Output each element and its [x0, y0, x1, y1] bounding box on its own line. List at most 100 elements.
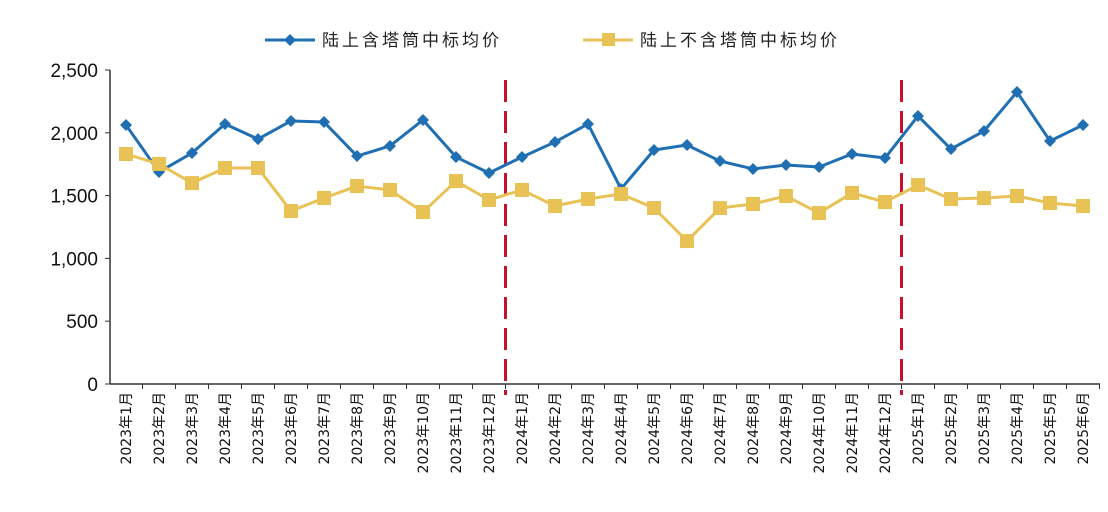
data-point-square — [647, 201, 661, 216]
data-point-diamond — [384, 139, 396, 152]
x-tick-label: 2023年9月 — [383, 392, 399, 465]
legend-label-series-2: 陆上不含塔筒中标均价 — [640, 31, 840, 51]
x-tick-label: 2023年3月 — [185, 392, 201, 465]
legend: 陆上含塔筒中标均价 陆上不含塔筒中标均价 — [265, 31, 840, 51]
x-tick-label: 2024年5月 — [647, 392, 663, 465]
data-point-square — [779, 188, 793, 203]
y-tick-label: 2,500 — [50, 61, 98, 82]
data-point-square — [548, 199, 562, 214]
data-point-square — [383, 182, 397, 197]
data-point-diamond — [714, 155, 726, 168]
x-tick-label: 2024年11月 — [845, 392, 861, 473]
x-tick-label: 2023年2月 — [152, 392, 168, 465]
x-tick-label: 2023年11月 — [449, 392, 465, 473]
y-tick-label: 500 — [66, 312, 98, 333]
data-point-diamond — [780, 158, 792, 171]
data-point-square — [614, 186, 628, 201]
data-point-square — [581, 191, 595, 206]
data-point-square — [284, 204, 298, 219]
data-point-diamond — [1077, 119, 1089, 132]
data-point-square — [878, 195, 892, 210]
data-point-diamond — [582, 118, 594, 131]
data-point-square — [1010, 188, 1024, 203]
y-tick-label: 0 — [87, 375, 98, 396]
x-tick-label: 2023年1月 — [119, 392, 135, 465]
data-point-square — [119, 147, 133, 162]
x-tick-label: 2024年12月 — [878, 392, 894, 473]
data-point-square — [845, 185, 859, 200]
data-point-diamond — [417, 113, 429, 126]
x-tick-label: 2024年6月 — [680, 392, 696, 465]
x-tick-label: 2025年4月 — [1010, 392, 1026, 465]
x-tick-label: 2023年12月 — [482, 392, 498, 473]
x-tick-label: 2025年6月 — [1076, 392, 1092, 465]
data-point-square — [350, 179, 364, 194]
data-point-diamond — [681, 138, 693, 151]
legend-square-marker — [602, 33, 615, 46]
x-tick-label: 2025年5月 — [1043, 392, 1059, 465]
data-point-diamond — [549, 135, 561, 148]
x-tick-label: 2024年4月 — [614, 392, 630, 465]
data-point-square — [812, 206, 826, 221]
data-point-diamond — [813, 160, 825, 173]
data-point-square — [1076, 199, 1090, 214]
data-point-diamond — [912, 109, 924, 122]
data-point-square — [746, 197, 760, 212]
data-point-diamond — [351, 150, 363, 163]
x-tick-label: 2023年7月 — [317, 392, 333, 465]
x-tick-label: 2023年4月 — [218, 392, 234, 465]
x-tick-label: 2024年8月 — [746, 392, 762, 465]
x-tick-label: 2024年10月 — [812, 392, 828, 473]
data-point-diamond — [186, 147, 198, 160]
data-point-square — [152, 156, 166, 171]
legend-label-series-1: 陆上含塔筒中标均价 — [322, 31, 502, 51]
x-tick-label: 2024年7月 — [713, 392, 729, 465]
x-tick-label: 2024年2月 — [548, 392, 564, 465]
data-point-diamond — [285, 114, 297, 127]
data-point-diamond — [120, 119, 132, 132]
data-point-diamond — [747, 162, 759, 175]
data-point-square — [713, 201, 727, 216]
series-line-1 — [124, 90, 1084, 191]
data-point-diamond — [846, 148, 858, 161]
x-tick-label: 2025年1月 — [911, 392, 927, 465]
data-point-diamond — [1044, 134, 1056, 147]
x-tick-label: 2023年6月 — [284, 392, 300, 465]
x-tick-label: 2025年3月 — [977, 392, 993, 465]
data-point-diamond — [978, 125, 990, 138]
data-point-square — [1043, 196, 1057, 211]
data-point-diamond — [516, 151, 528, 164]
data-point-diamond — [648, 144, 660, 157]
y-tick-label: 2,000 — [50, 124, 98, 145]
data-point-square — [977, 190, 991, 205]
data-point-diamond — [318, 115, 330, 128]
data-point-diamond — [483, 166, 495, 179]
data-point-square — [680, 234, 694, 249]
data-point-square — [251, 160, 265, 175]
x-tick-label: 2023年10月 — [416, 392, 432, 473]
data-point-square — [218, 160, 232, 175]
x-tick-label: 2025年2月 — [944, 392, 960, 465]
data-point-square — [317, 190, 331, 205]
data-point-square — [911, 178, 925, 193]
y-tick-label: 1,500 — [50, 187, 98, 208]
data-point-square — [416, 205, 430, 220]
data-point-diamond — [219, 118, 231, 131]
y-tick-label: 1,000 — [50, 249, 98, 270]
data-point-square — [515, 182, 529, 197]
legend-diamond-marker — [284, 34, 296, 46]
data-point-square — [185, 176, 199, 191]
x-tick-label: 2023年5月 — [251, 392, 267, 465]
data-point-diamond — [252, 133, 264, 146]
x-tick-label: 2024年1月 — [515, 392, 531, 465]
x-tick-label: 2024年3月 — [581, 392, 597, 465]
data-point-diamond — [879, 152, 891, 165]
data-point-square — [449, 174, 463, 189]
data-point-square — [944, 191, 958, 206]
data-point-square — [482, 192, 496, 207]
data-point-diamond — [945, 143, 957, 156]
x-tick-label: 2023年8月 — [350, 392, 366, 465]
x-tick-label: 2024年9月 — [779, 392, 795, 465]
series-line-2 — [125, 152, 1084, 243]
